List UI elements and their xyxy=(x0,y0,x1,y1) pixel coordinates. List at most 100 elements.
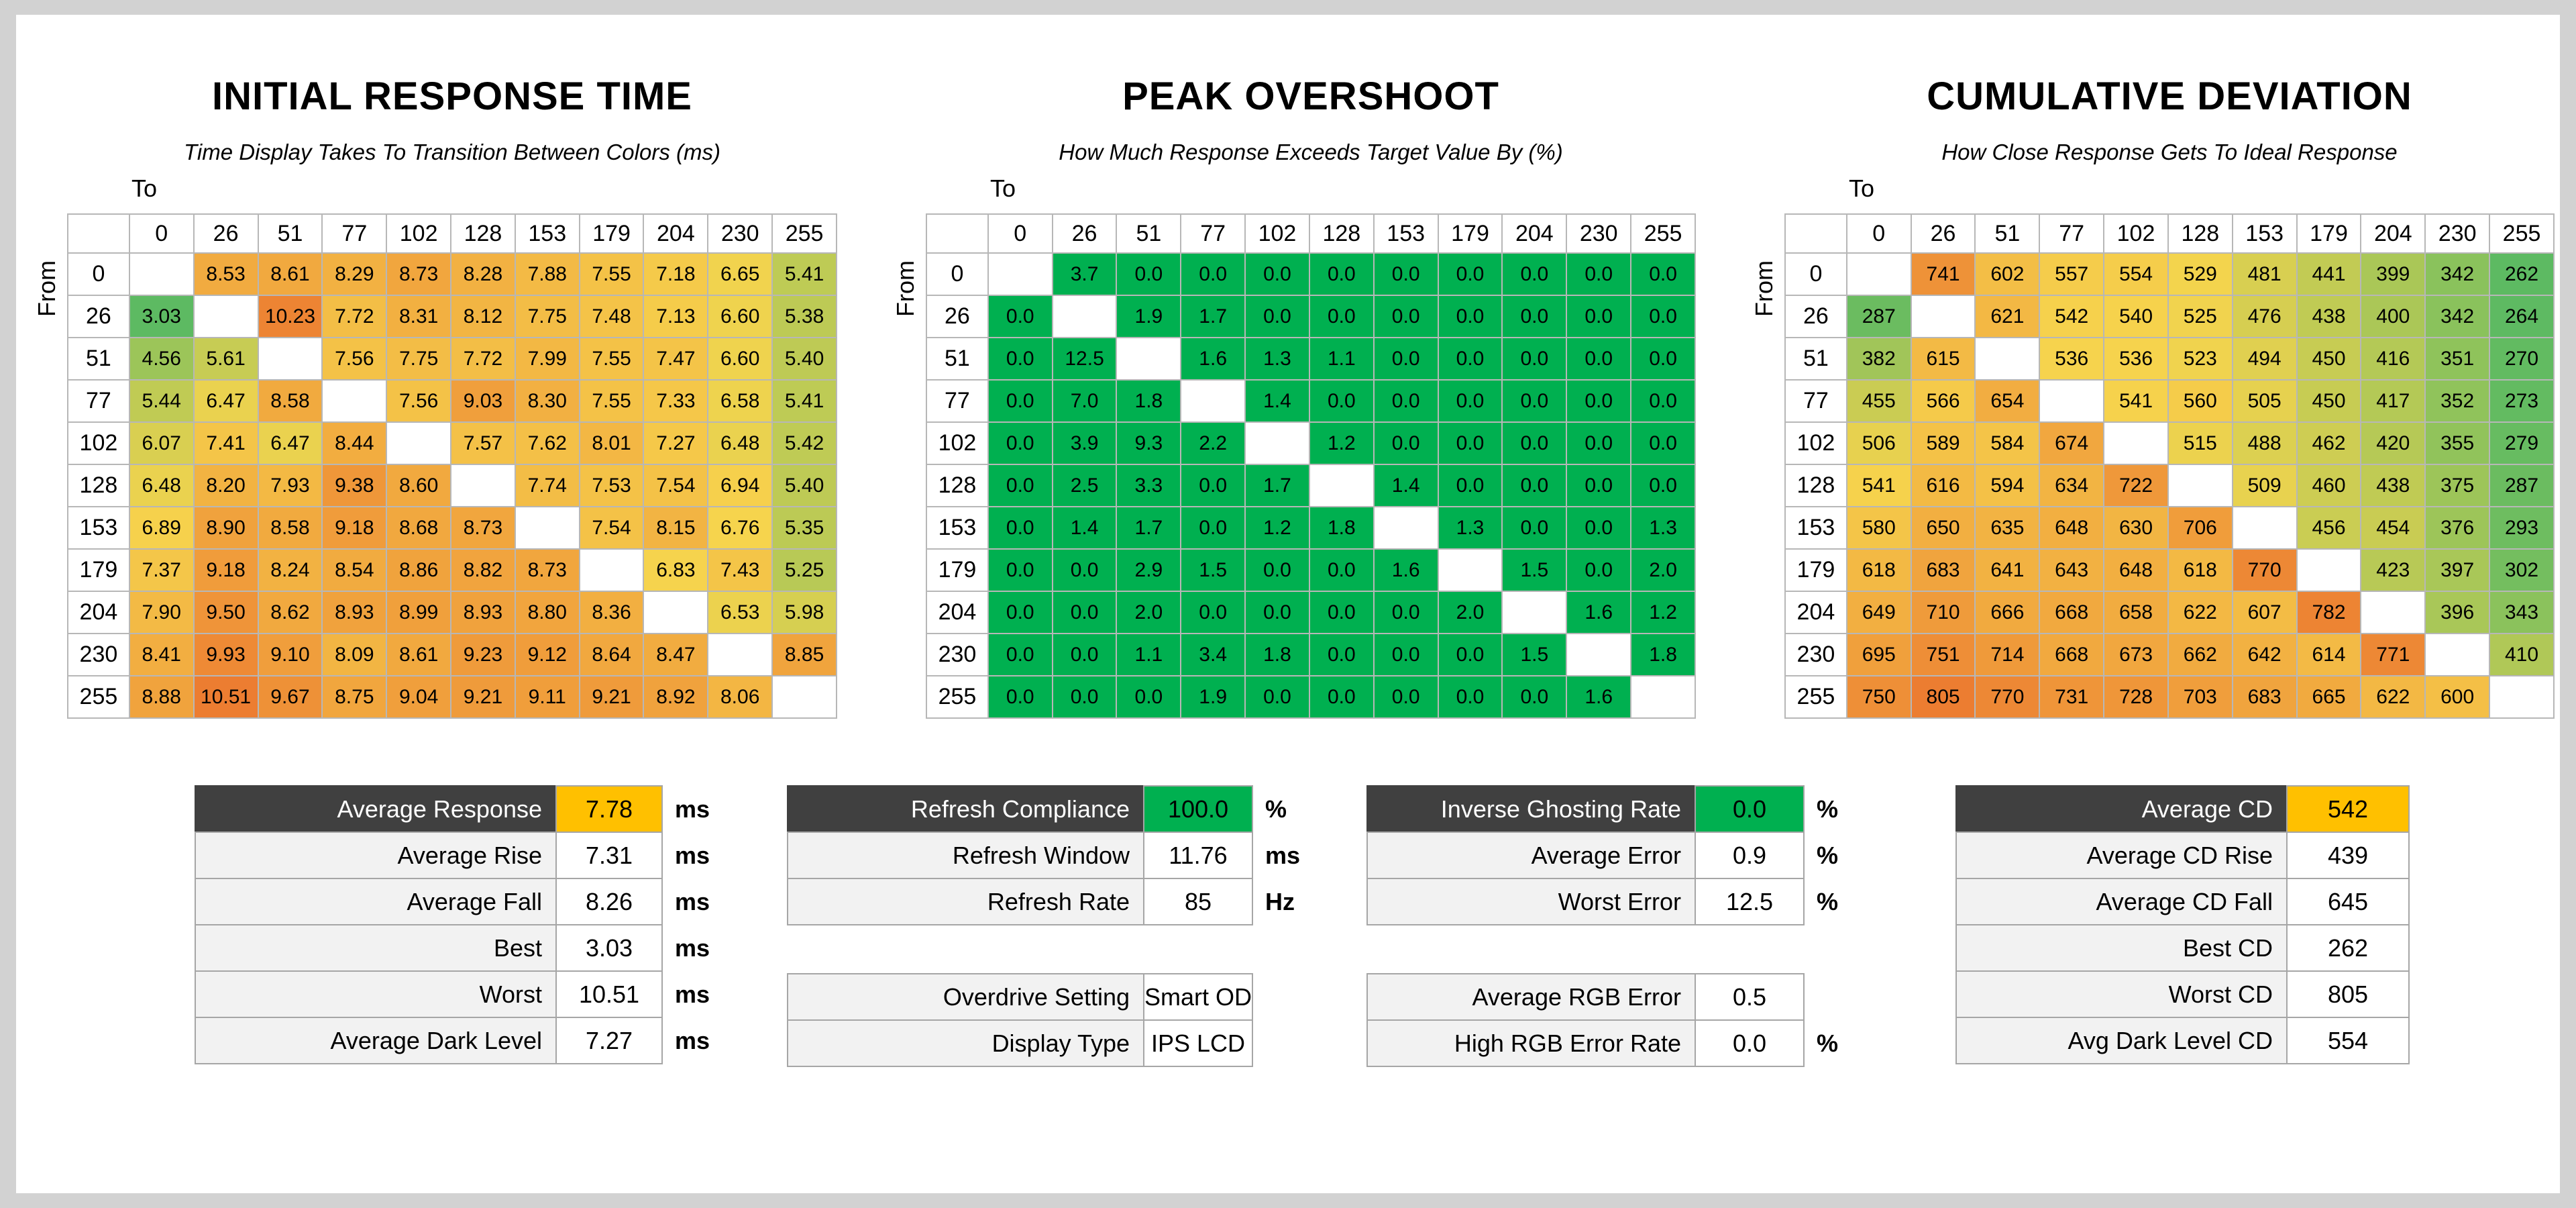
matrix-cell: 0.0 xyxy=(1373,591,1439,634)
matrix-cell: 0.0 xyxy=(1437,337,1503,381)
summary-unit: ms xyxy=(1265,841,1301,869)
matrix-row-header: 230 xyxy=(67,633,130,676)
matrix-cell xyxy=(1974,337,2041,381)
matrix-cell: 0.0 xyxy=(1630,464,1696,507)
matrix-cell: 8.47 xyxy=(643,633,709,676)
matrix-cell: 7.33 xyxy=(643,379,709,423)
matrix-cell: 476 xyxy=(2231,295,2298,338)
matrix-cell: 8.60 xyxy=(386,464,452,507)
matrix-row-header: 128 xyxy=(1784,464,1847,507)
matrix-cell: 4.56 xyxy=(128,337,195,381)
matrix-cell: 0.0 xyxy=(1308,675,1375,719)
summary-value: 8.26 xyxy=(555,878,663,925)
matrix-cell: 8.29 xyxy=(321,252,388,296)
summary-unit: % xyxy=(1265,795,1287,823)
matrix-col-header: 179 xyxy=(2296,213,2362,254)
matrix-cell: 2.0 xyxy=(1116,591,1182,634)
summary-value: 439 xyxy=(2286,832,2410,879)
matrix-cell: 9.12 xyxy=(514,633,580,676)
refresh-summary-table: Refresh Compliance 100.0% Refresh Window 11… xyxy=(787,785,1300,1067)
matrix-cell: 0.0 xyxy=(1437,252,1503,296)
matrix-cell: 536 xyxy=(2103,337,2169,381)
matrix-cell: 722 xyxy=(2103,464,2169,507)
matrix-row-header: 179 xyxy=(1784,548,1847,592)
panel-title: INITIAL RESPONSE TIME xyxy=(211,74,692,118)
matrix-cell: 654 xyxy=(1974,379,2041,423)
peak-overshoot-matrix: 0 26 51 77 102 128 153 179 204 230 255 0 3.7 0.0 0.0 0.… xyxy=(926,213,1696,719)
matrix-cell: 8.90 xyxy=(193,506,259,550)
panel-title: CUMULATIVE DEVIATION xyxy=(1927,74,2412,118)
matrix-cell: 703 xyxy=(2167,675,2233,719)
matrix-cell: 8.73 xyxy=(514,548,580,592)
matrix-cell: 438 xyxy=(2296,295,2362,338)
matrix-cell: 1.9 xyxy=(1180,675,1246,719)
matrix-cell: 7.56 xyxy=(386,379,452,423)
matrix-cell: 731 xyxy=(2039,675,2105,719)
matrix-cell: 9.93 xyxy=(193,633,259,676)
matrix-cell: 6.65 xyxy=(707,252,773,296)
matrix-cell: 0.0 xyxy=(1373,633,1439,676)
matrix-row-header: 204 xyxy=(67,591,130,634)
matrix-row-header: 26 xyxy=(1784,295,1847,338)
matrix-cell: 5.41 xyxy=(771,252,837,296)
matrix-cell xyxy=(707,633,773,676)
matrix-cell: 6.07 xyxy=(128,421,195,465)
matrix-cell: 616 xyxy=(1910,464,1976,507)
summary-row: Average Rise 7.31 ms xyxy=(195,832,710,879)
matrix-cell: 805 xyxy=(1910,675,1976,719)
matrix-cell: 630 xyxy=(2103,506,2169,550)
matrix-cell: 1.6 xyxy=(1566,591,1632,634)
matrix-cell: 5.38 xyxy=(771,295,837,338)
matrix-row-header: 230 xyxy=(1784,633,1847,676)
matrix-cell: 9.23 xyxy=(450,633,516,676)
matrix-cell: 399 xyxy=(2360,252,2426,296)
matrix-row-header: 26 xyxy=(67,295,130,338)
matrix-cell: 1.7 xyxy=(1244,464,1310,507)
matrix-cell: 710 xyxy=(1910,591,1976,634)
matrix-cell: 270 xyxy=(2489,337,2555,381)
matrix-col-header: 0 xyxy=(128,213,195,254)
matrix-col-header: 255 xyxy=(1630,213,1696,254)
summary-unit: ms xyxy=(675,1026,710,1054)
matrix-cell: 0.0 xyxy=(1566,379,1632,423)
panel-subtitle: How Close Response Gets To Ideal Respons… xyxy=(1941,140,2398,164)
matrix-cell: 5.44 xyxy=(128,379,195,423)
matrix-col-header: 230 xyxy=(2424,213,2491,254)
matrix-cell: 351 xyxy=(2424,337,2491,381)
summary-label: Average CD Fall xyxy=(1955,878,2288,925)
matrix-cell: 396 xyxy=(2424,591,2491,634)
matrix-cell: 635 xyxy=(1974,506,2041,550)
panel-subtitle: How Much Response Exceeds Target Value B… xyxy=(1059,140,1563,164)
matrix-cell: 751 xyxy=(1910,633,1976,676)
summary-row: Refresh Compliance 100.0% xyxy=(787,785,1300,833)
matrix-cell: 0.0 xyxy=(987,548,1053,592)
summary-label: High RGB Error Rate xyxy=(1366,1019,1696,1067)
summary-unit: ms xyxy=(675,795,710,823)
matrix-cell: 3.3 xyxy=(1116,464,1182,507)
matrix-cell: 462 xyxy=(2296,421,2362,465)
matrix-col-header: 255 xyxy=(2489,213,2555,254)
matrix-cell: 1.4 xyxy=(1051,506,1118,550)
matrix-cell: 0.0 xyxy=(1373,675,1439,719)
matrix-col-header: 26 xyxy=(1910,213,1976,254)
matrix-cell: 0.0 xyxy=(1566,421,1632,465)
matrix-cell: 0.0 xyxy=(1501,295,1568,338)
cumulative-deviation-matrix: 0 26 51 77 102 128 153 179 204 230 255 0 741 602 557 55… xyxy=(1784,213,2555,719)
matrix-col-header: 77 xyxy=(321,213,388,254)
matrix-cell: 7.62 xyxy=(514,421,580,465)
matrix-cell: 454 xyxy=(2360,506,2426,550)
matrix-cell: 641 xyxy=(1974,548,2041,592)
matrix-cell: 6.60 xyxy=(707,295,773,338)
matrix-row-header: 230 xyxy=(926,633,989,676)
summary-label: Worst CD xyxy=(1955,970,2288,1018)
matrix-cell xyxy=(386,421,452,465)
summary-value: 0.9 xyxy=(1695,832,1805,879)
matrix-cell: 1.9 xyxy=(1116,295,1182,338)
summary-value: 0.0 xyxy=(1695,785,1805,833)
summary-value: 10.51 xyxy=(555,970,663,1018)
matrix-cell: 0.0 xyxy=(1308,548,1375,592)
matrix-cell xyxy=(257,337,323,381)
matrix-cell: 0.0 xyxy=(1630,337,1696,381)
matrix-cell: 1.5 xyxy=(1501,633,1568,676)
matrix-cell: 1.4 xyxy=(1373,464,1439,507)
